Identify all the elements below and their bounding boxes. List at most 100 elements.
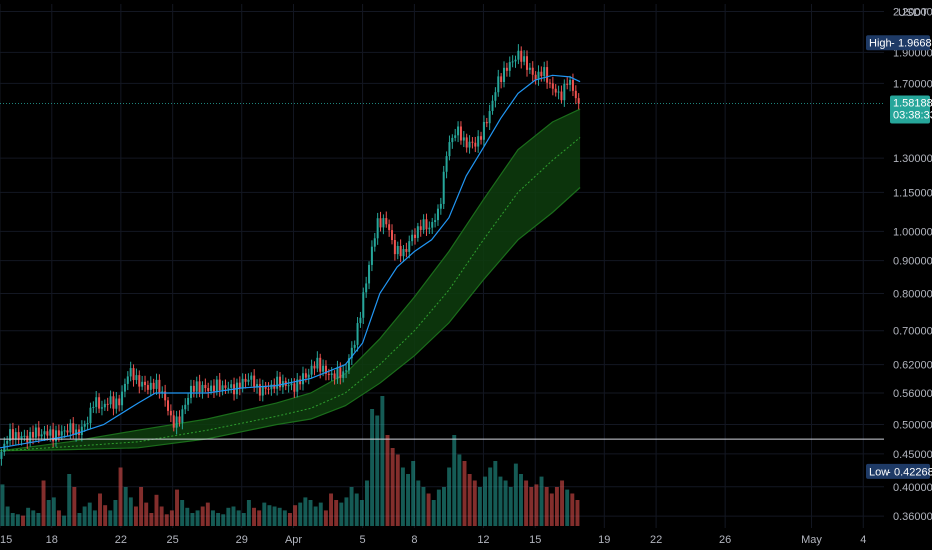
volume-bar [92,510,97,526]
x-tick-label: 15 [529,534,541,546]
volume-bar [416,480,421,526]
candle-body [316,357,319,369]
volume-bar [133,506,138,526]
candle-body [548,82,551,84]
candle-body [112,396,115,409]
volume-bar [236,510,241,526]
candle-body [195,381,198,392]
candle-body [212,385,215,392]
y-tick-label: 0.62000 [893,360,932,372]
candle-body [402,249,405,257]
volume-bar [447,467,452,526]
candle-body [66,430,69,433]
volume-bar [216,513,221,526]
candle-body [540,71,543,77]
candle-body [436,208,439,221]
volume-bar [287,513,292,526]
volume-bar [534,484,539,526]
volume-bar [293,505,298,526]
candle-body [287,385,290,387]
candle-body [215,379,218,392]
candle-body [155,379,158,389]
candle-body [247,379,250,382]
candle-body [0,452,3,459]
volume-bar [318,502,323,526]
candle-body [3,443,6,453]
candle-body [92,406,95,408]
volume-bar [87,502,92,526]
candle-body [408,241,411,252]
volume-bar [539,476,544,526]
candle-body [86,423,89,425]
high-tag-value: 1.96689 [898,38,932,50]
volume-bar [313,506,318,526]
candle-body [399,246,402,257]
price-axis[interactable]: USDT 2.20000 1.90000 1.70000 1.30000 1.15000… [893,7,932,524]
candle-body [187,397,190,405]
volume-bar [267,505,272,526]
candle-body [46,431,49,436]
volume-bar [349,487,354,526]
volume-bar [365,480,369,526]
candle-body [121,391,124,406]
x-tick-label: May [801,534,822,546]
high-tag-label: High [869,38,892,50]
volume-bar [272,506,277,526]
x-tick-label: 12 [477,534,489,546]
candle-body [221,385,224,391]
volume-bar [26,507,31,526]
candle-body [167,400,170,411]
x-tick-label: 18 [46,534,58,546]
candle-body [474,142,477,147]
candle-body [425,219,428,230]
candle-body [135,375,138,381]
candle-body [457,126,460,136]
candle-body [391,230,394,241]
volume-bar [380,396,385,526]
candle-body [293,383,296,392]
candle-body [11,429,14,440]
candle-body [546,67,549,83]
candle-body [330,373,333,375]
candle-body [164,391,167,401]
candle-body [517,50,520,60]
candle-body [69,423,72,433]
candle-body [141,381,144,387]
candle-body [6,440,9,444]
candle-body [528,67,531,70]
volume-bar [390,448,395,526]
volume-bar [46,500,51,526]
candle-body [322,365,325,372]
volume-bar [139,487,144,526]
candle-body [551,83,554,89]
band-upper-line [0,108,581,452]
candle-body [485,121,488,124]
candle-body [144,381,147,386]
volume-bar [421,487,426,526]
candle-body [304,373,307,378]
volume-bar [513,463,518,526]
candle-body [210,385,213,392]
y-tick-label: 0.40000 [893,482,932,494]
volume-bar [329,493,334,526]
candle-body [32,432,35,438]
candle-body [560,91,563,101]
candle-body [132,368,135,381]
volume-bar [164,514,169,526]
candle-body [574,90,577,99]
candle-body [459,126,462,141]
volume-bar [226,507,231,526]
candle-body [161,391,164,393]
candle-body [175,416,178,428]
volume-bar [5,506,10,526]
volume-bar [175,489,179,526]
high-tag-separator: - [891,38,895,50]
volume-bar [210,510,215,526]
volume-bar [282,510,287,526]
time-axis[interactable]: 15 18 22 25 29 Apr 5 8 12 15 19 22 26 May 4 [0,534,866,546]
candle-body [422,219,425,230]
candle-body [184,404,187,410]
y-tick-label: 0.45000 [893,449,932,461]
candle-body [396,246,399,255]
